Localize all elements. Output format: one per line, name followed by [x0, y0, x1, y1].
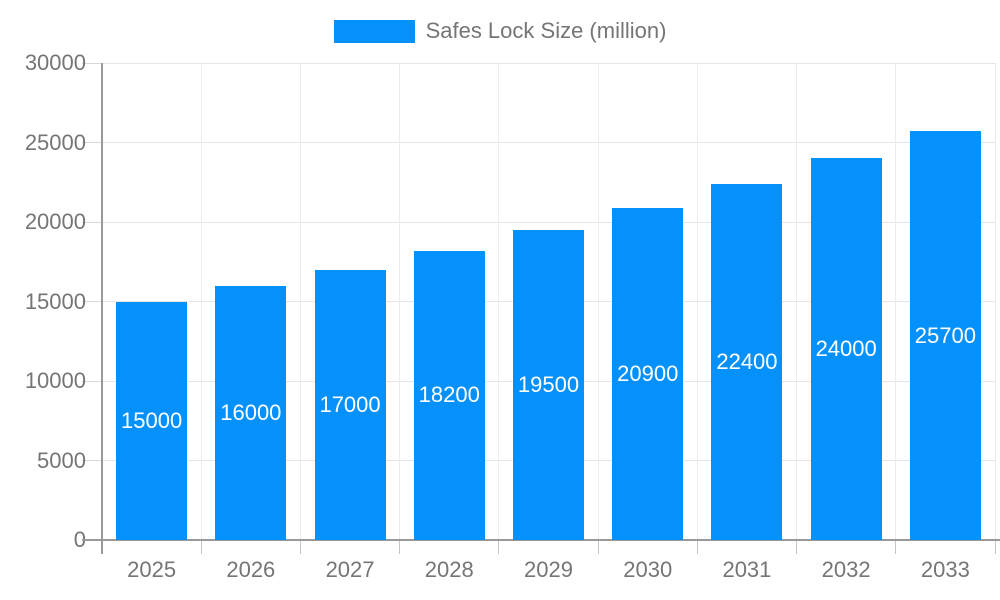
- x-axis-tick: [299, 540, 301, 554]
- y-tick-label: 30000: [24, 50, 86, 75]
- y-axis-tick: [82, 301, 102, 302]
- x-tick-label: 2031: [722, 557, 772, 582]
- gridline-vertical: [696, 63, 698, 540]
- legend-label: Safes Lock Size (million): [425, 18, 667, 43]
- bar-value-label: 22400: [716, 348, 778, 374]
- gridline-vertical: [299, 63, 301, 540]
- x-tick-label: 2032: [821, 557, 871, 582]
- bar-2030: [612, 207, 684, 540]
- y-axis-tick: [82, 460, 102, 461]
- bar-2033: [909, 131, 981, 540]
- x-axis-tick: [796, 540, 798, 554]
- y-axis-tick: [82, 380, 102, 382]
- bar-2027: [314, 269, 386, 540]
- y-tick-label: 20000: [24, 209, 86, 234]
- gridline-vertical: [498, 63, 500, 540]
- y-axis-tick: [82, 142, 102, 143]
- y-axis-tick: [82, 62, 102, 64]
- gridline-vertical: [200, 63, 202, 540]
- bar-value-label: 20900: [617, 360, 679, 386]
- y-tick-label: 0: [73, 527, 86, 552]
- x-axis-tick: [895, 540, 897, 554]
- bar-2029: [513, 229, 584, 540]
- bar-2028: [413, 250, 485, 540]
- y-tick-label: 15000: [24, 288, 86, 314]
- x-tick-label: 2026: [226, 557, 276, 582]
- gridline-vertical: [895, 63, 897, 540]
- bar-2026: [215, 285, 287, 540]
- gridline-vertical: [796, 63, 798, 540]
- x-axis-tick: [399, 540, 401, 554]
- x-tick-label: 2029: [524, 557, 573, 582]
- x-tick-label: 2033: [920, 557, 970, 582]
- x-axis-tick: [994, 540, 996, 554]
- y-tick-label: 10000: [24, 368, 86, 393]
- y-axis-tick: [82, 221, 102, 223]
- bar-value-label: 16000: [220, 399, 282, 425]
- gridline-horizontal: [102, 221, 995, 223]
- bar-value-label: 19500: [517, 371, 580, 397]
- bar-value-label: 25700: [914, 322, 976, 348]
- x-tick-label: 2025: [127, 557, 177, 582]
- y-axis-line: [101, 63, 103, 554]
- chart-legend: Safes Lock Size (million): [0, 18, 1000, 44]
- y-tick-label: 25000: [24, 129, 86, 155]
- x-tick-label: 2028: [424, 557, 474, 582]
- bar-value-label: 17000: [319, 391, 381, 417]
- x-axis-line: [82, 539, 1000, 541]
- bar-value-label: 15000: [121, 407, 183, 433]
- gridline-vertical: [399, 63, 401, 540]
- bar-2031: [711, 183, 783, 540]
- bar-value-label: 24000: [815, 336, 877, 362]
- gridline-vertical: [994, 63, 996, 540]
- bar-2025: [116, 301, 188, 540]
- gridline-horizontal: [102, 142, 995, 143]
- gridline-horizontal: [102, 62, 995, 64]
- x-axis-tick: [200, 540, 202, 554]
- x-axis-tick: [597, 540, 599, 554]
- x-axis-tick: [696, 540, 698, 554]
- bar-value-label: 18200: [418, 382, 480, 408]
- y-tick-label: 5000: [37, 447, 86, 473]
- legend-swatch: [333, 19, 415, 43]
- gridline-vertical: [597, 63, 599, 540]
- x-tick-label: 2030: [623, 557, 673, 582]
- x-tick-label: 2027: [325, 557, 375, 582]
- x-axis-tick: [498, 540, 500, 554]
- bar-2032: [810, 158, 882, 540]
